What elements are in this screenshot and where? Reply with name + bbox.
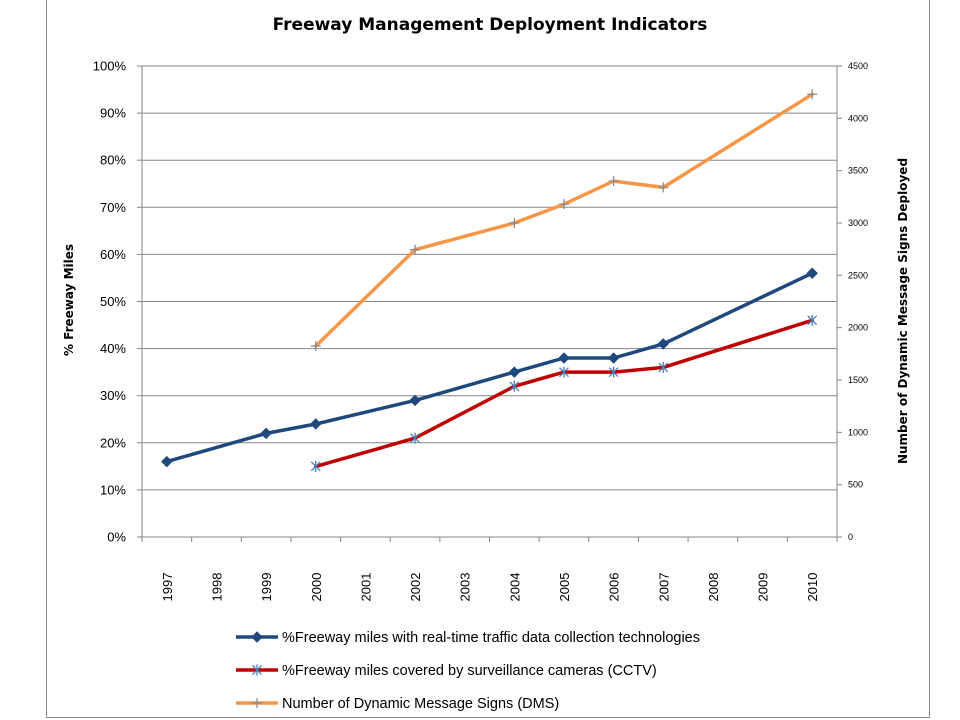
series-line (314, 318, 814, 469)
data-point (807, 314, 818, 326)
legend-marker (252, 698, 262, 708)
y-tick-label: 30% (100, 388, 126, 403)
legend-marker (252, 664, 262, 676)
x-tick-label: 2009 (756, 573, 771, 602)
y-tick-label: 100% (93, 59, 127, 74)
x-tick-label: 2004 (507, 573, 522, 602)
y-tick-label: 50% (100, 294, 126, 309)
x-tick-label: 2007 (656, 573, 671, 602)
data-point (409, 394, 421, 407)
x-tick-label: 1998 (209, 573, 224, 602)
y2-tick-label: 4500 (848, 61, 868, 71)
y2-tick-label: 3000 (848, 218, 868, 228)
y-tick-label: 90% (100, 106, 126, 121)
data-point (410, 244, 421, 255)
x-tick-label: 2010 (805, 573, 820, 602)
y2-tick-label: 0 (848, 532, 853, 542)
data-point (658, 361, 669, 373)
data-point (310, 340, 321, 351)
data-point (607, 352, 620, 364)
tick-labels: 0% 10% 20% 30% 40% 50% 60% 70% 80% 90% 100% 0 500 100… (93, 59, 868, 602)
y-tick-label: 80% (100, 153, 126, 168)
y2-tick-label: 1000 (848, 427, 868, 437)
x-tick-label: 2006 (607, 573, 622, 602)
y2-tick-label: 500 (848, 480, 863, 490)
y-tick-label: 0% (107, 530, 126, 545)
x-tick-label: 2003 (458, 573, 473, 602)
data-point (410, 432, 420, 444)
y-tick-label: 40% (100, 341, 126, 356)
data-point (657, 338, 669, 350)
x-tick-label: 2000 (309, 573, 324, 602)
legend-label: %Freeway miles with real-time traffic da… (282, 630, 700, 646)
data-point (310, 460, 321, 472)
chart-title: Freeway Management Deployment Indicators (273, 15, 708, 35)
y-tick-label: 10% (100, 482, 126, 497)
grid-lines (142, 65, 837, 491)
legend-marker (251, 631, 263, 643)
y-tick-label: 20% (100, 435, 126, 450)
legend: %Freeway miles with real-time traffic da… (236, 630, 700, 712)
legend-label: %Freeway miles covered by surveillance c… (282, 663, 657, 679)
data-point (558, 352, 570, 364)
y2-tick-label: 4000 (848, 113, 868, 123)
data-point (658, 182, 669, 193)
data-point (161, 455, 173, 468)
y2-tick-label: 2500 (848, 270, 868, 280)
x-tick-label: 2005 (557, 573, 572, 602)
data-point (310, 418, 322, 430)
axes (137, 65, 842, 542)
series-group (161, 89, 818, 472)
legend-label: Number of Dynamic Message Signs (DMS) (282, 696, 559, 712)
y2-tick-label: 1500 (848, 375, 868, 385)
y-tick-label: 60% (100, 247, 126, 262)
x-tick-label: 1997 (160, 573, 175, 602)
y2-tick-label: 2000 (848, 323, 868, 333)
data-point (608, 176, 619, 187)
x-tick-label: 2008 (706, 573, 721, 602)
data-point (260, 427, 272, 440)
data-point (559, 366, 569, 378)
x-tick-label: 2001 (358, 573, 373, 602)
data-point (558, 199, 569, 210)
y2-axis-label: Number of Dynamic Message Signs Deployed (896, 158, 910, 464)
data-point (806, 267, 818, 279)
x-tick-label: 2002 (408, 573, 423, 602)
y2-tick-label: 3500 (848, 166, 868, 176)
y-tick-label: 70% (100, 200, 126, 215)
data-point (508, 366, 521, 378)
data-point (509, 380, 520, 392)
data-point (807, 89, 818, 100)
data-point (608, 366, 619, 378)
x-tick-label: 1999 (259, 573, 274, 602)
chart-frame (46, 0, 930, 718)
y-axis-label: % Freeway Miles (62, 244, 76, 356)
data-point (509, 218, 520, 228)
